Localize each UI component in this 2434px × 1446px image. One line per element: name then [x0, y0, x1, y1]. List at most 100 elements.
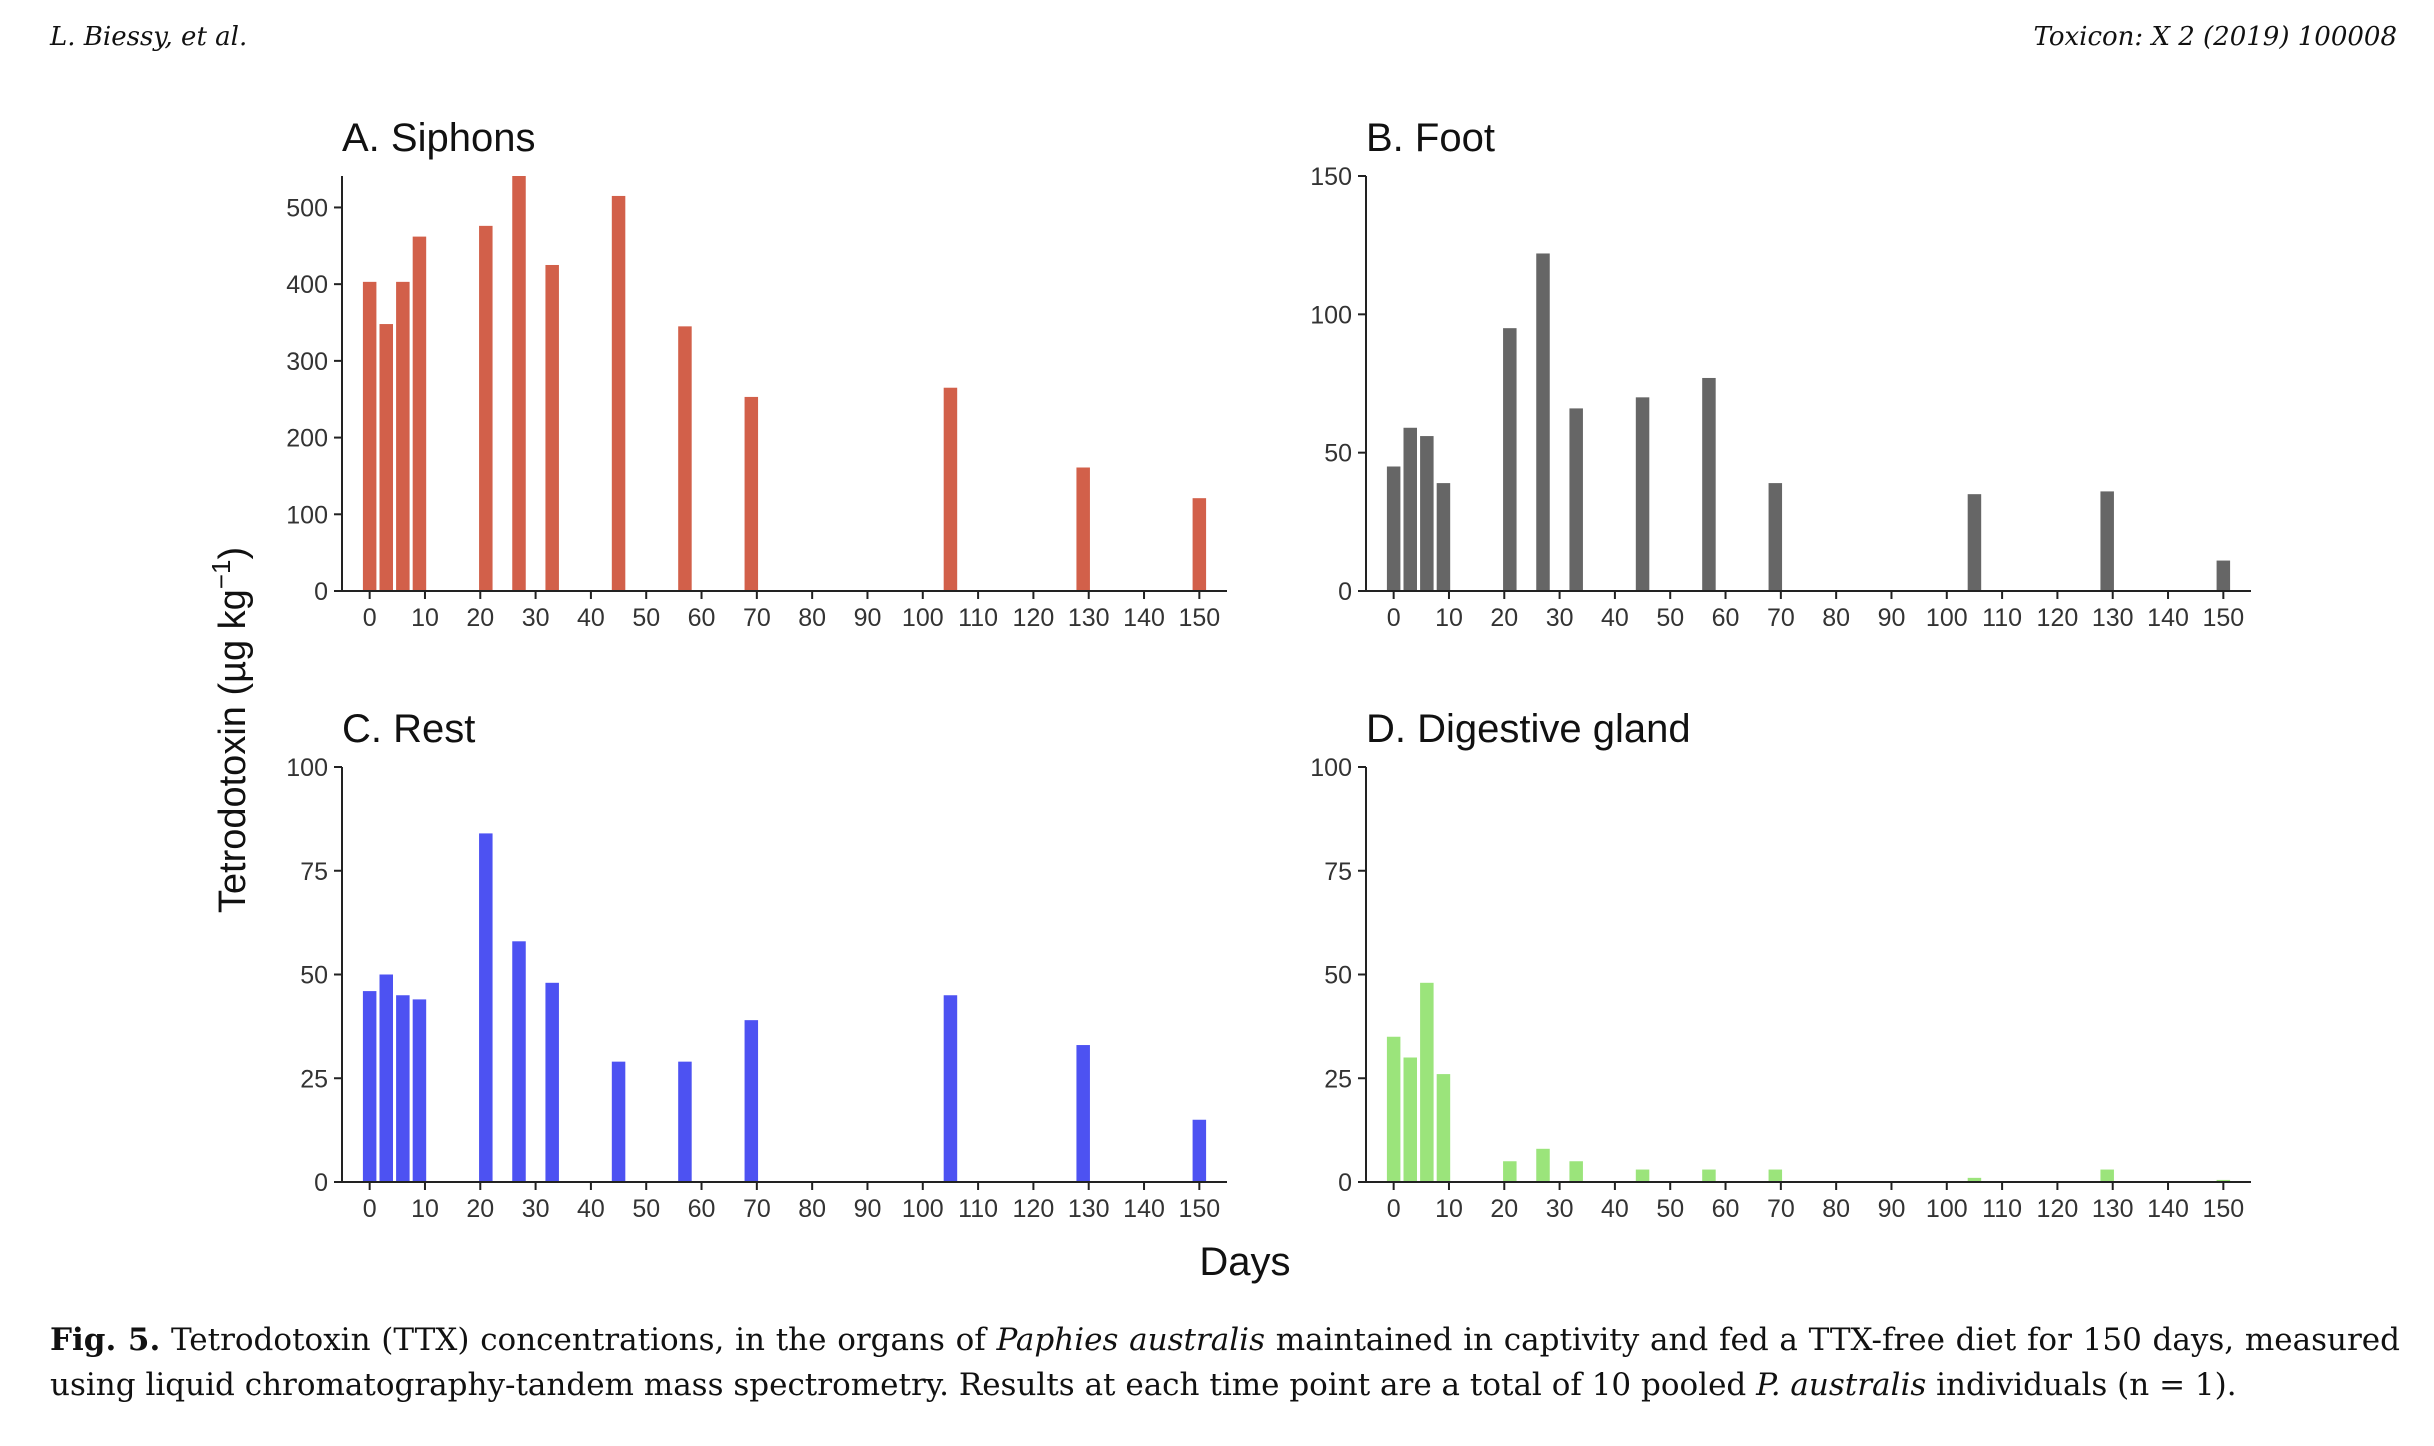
bar-foot-33	[1569, 408, 1583, 591]
x-tick-label-siphons-130: 130	[1068, 604, 1110, 632]
x-tick-label-foot-100: 100	[1926, 604, 1968, 632]
x-tick-label-foot-120: 120	[2037, 604, 2079, 632]
bar-rest-21	[479, 833, 493, 1182]
bar-foot-57	[1702, 377, 1716, 591]
y-tick-label-digestive-gland-0: 0	[1338, 1169, 1352, 1197]
bar-foot-45	[1635, 397, 1650, 591]
x-tick-label-rest-90: 90	[854, 1195, 882, 1223]
figure-caption: Fig. 5. Tetrodotoxin (TTX) concentration…	[50, 1318, 2400, 1408]
bar-rest-45	[611, 1061, 626, 1182]
chart-digestive-gland: D. Digestive gland 0 25 50 75 100 0 10 20 30 40 50 6…	[1310, 707, 2251, 1223]
y-tick-label-siphons-100: 100	[286, 501, 328, 529]
y-tick-label-foot-150: 150	[1310, 163, 1352, 191]
y-tick-label-digestive-gland-100: 100	[1310, 754, 1352, 782]
chart-title-rest: C. Rest	[342, 707, 475, 751]
chart-title-foot: B. Foot	[1366, 116, 1495, 160]
x-tick-label-foot-60: 60	[1712, 604, 1740, 632]
bar-foot-105	[1967, 494, 1982, 591]
chart-siphons: A. Siphons 0 100 200 300 400 500 0 10 20 30 40 50 60 7…	[286, 116, 1227, 632]
bar-digestive-gland-69	[1768, 1169, 1783, 1182]
x-axis-label: Days	[1199, 1240, 1290, 1284]
x-tick-label-siphons-60: 60	[688, 604, 716, 632]
x-tick-label-siphons-0: 0	[363, 604, 377, 632]
caption-species: Paphies australis	[996, 1322, 1265, 1358]
x-tick-label-rest-60: 60	[688, 1195, 716, 1223]
bar-siphons-21	[479, 225, 493, 591]
bar-foot-150	[2216, 560, 2231, 591]
x-tick-label-digestive-gland-80: 80	[1822, 1195, 1850, 1223]
x-tick-label-rest-140: 140	[1123, 1195, 1165, 1223]
bar-rest-33	[545, 982, 559, 1182]
bar-digestive-gland-0	[1386, 1036, 1401, 1182]
x-tick-label-foot-70: 70	[1767, 604, 1795, 632]
x-tick-label-digestive-gland-120: 120	[2037, 1195, 2079, 1223]
y-tick-label-foot-100: 100	[1310, 301, 1352, 329]
x-tick-label-foot-20: 20	[1490, 604, 1518, 632]
x-tick-label-digestive-gland-110: 110	[1982, 1195, 2022, 1223]
x-tick-label-digestive-gland-50: 50	[1656, 1195, 1684, 1223]
y-tick-label-siphons-200: 200	[286, 425, 328, 453]
header-journal: Toxicon: X 2 (2019) 100008	[2033, 22, 2398, 52]
x-tick-label-siphons-120: 120	[1013, 604, 1055, 632]
x-tick-label-foot-10: 10	[1435, 604, 1463, 632]
bar-digestive-gland-3	[1403, 1057, 1417, 1182]
bar-rest-9	[412, 999, 427, 1182]
bar-foot-69	[1768, 483, 1783, 591]
x-tick-label-rest-50: 50	[632, 1195, 660, 1223]
bar-digestive-gland-57	[1702, 1169, 1716, 1182]
bar-rest-69	[744, 1020, 759, 1182]
x-tick-label-digestive-gland-40: 40	[1601, 1195, 1629, 1223]
y-tick-label-foot-0: 0	[1338, 578, 1352, 606]
bar-siphons-45	[611, 195, 626, 591]
y-tick-label-siphons-0: 0	[314, 578, 328, 606]
x-tick-label-siphons-50: 50	[632, 604, 660, 632]
x-tick-label-siphons-140: 140	[1123, 604, 1165, 632]
bar-rest-150	[1192, 1119, 1207, 1182]
x-tick-label-rest-70: 70	[743, 1195, 771, 1223]
x-tick-label-rest-120: 120	[1013, 1195, 1055, 1223]
bar-siphons-6	[396, 281, 410, 591]
y-tick-label-digestive-gland-50: 50	[1324, 962, 1352, 990]
x-tick-label-digestive-gland-140: 140	[2147, 1195, 2189, 1223]
caption-text-3: individuals (n = 1).	[1926, 1367, 2237, 1403]
bar-foot-27	[1536, 253, 1550, 591]
x-tick-label-digestive-gland-150: 150	[2202, 1195, 2244, 1223]
x-tick-label-digestive-gland-130: 130	[2092, 1195, 2134, 1223]
bar-foot-3	[1403, 427, 1417, 591]
x-tick-label-siphons-90: 90	[854, 604, 882, 632]
bar-siphons-105	[943, 387, 958, 591]
bar-digestive-gland-6	[1420, 982, 1434, 1182]
caption-species-short: P. australis	[1756, 1367, 1927, 1403]
x-tick-label-foot-140: 140	[2147, 604, 2189, 632]
chart-rest: C. Rest 0 25 50 75 100 0 10 20 30 40 50 60 70 80 90 100 1…	[286, 707, 1227, 1223]
bar-digestive-gland-150	[2216, 1179, 2231, 1182]
x-tick-label-siphons-20: 20	[466, 604, 494, 632]
y-tick-label-siphons-400: 400	[286, 271, 328, 299]
x-tick-label-rest-20: 20	[466, 1195, 494, 1223]
x-tick-label-digestive-gland-90: 90	[1878, 1195, 1906, 1223]
x-tick-label-foot-50: 50	[1656, 604, 1684, 632]
x-tick-label-rest-110: 110	[958, 1195, 998, 1223]
bar-digestive-gland-21	[1503, 1161, 1517, 1182]
x-tick-label-rest-130: 130	[1068, 1195, 1110, 1223]
y-tick-label-rest-25: 25	[300, 1065, 328, 1093]
x-tick-label-rest-10: 10	[411, 1195, 439, 1223]
bar-rest-105	[943, 995, 958, 1182]
x-tick-label-rest-40: 40	[577, 1195, 605, 1223]
x-tick-label-foot-0: 0	[1387, 604, 1401, 632]
bar-foot-129	[2100, 491, 2114, 591]
bar-siphons-57	[678, 326, 692, 591]
x-tick-label-foot-110: 110	[1982, 604, 2022, 632]
y-tick-label-siphons-300: 300	[286, 348, 328, 376]
bar-rest-6	[396, 995, 410, 1182]
x-tick-label-rest-80: 80	[798, 1195, 826, 1223]
bar-siphons-129	[1076, 467, 1090, 591]
x-tick-label-siphons-150: 150	[1178, 604, 1220, 632]
y-tick-label-foot-50: 50	[1324, 440, 1352, 468]
x-tick-label-foot-90: 90	[1878, 604, 1906, 632]
bar-digestive-gland-33	[1569, 1161, 1583, 1182]
y-tick-label-rest-50: 50	[300, 962, 328, 990]
bar-rest-27	[512, 941, 526, 1182]
y-tick-label-siphons-500: 500	[286, 194, 328, 222]
caption-text-2: maintained in captivity and fed a TTX-fr…	[50, 1322, 2400, 1403]
